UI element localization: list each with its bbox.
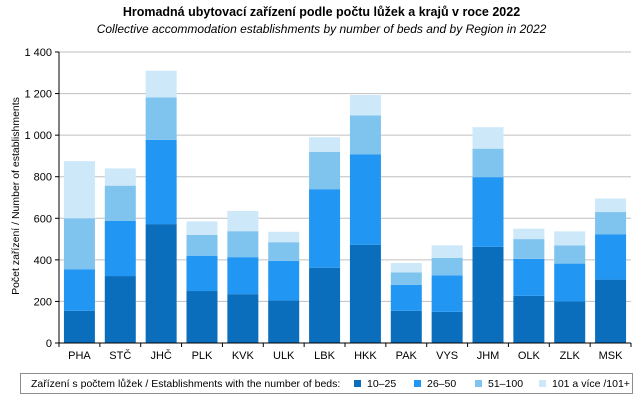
- legend-item-51-100: 51–100: [475, 378, 523, 390]
- bar-ulk-seg2: [268, 242, 300, 261]
- bar-vys-seg2: [431, 257, 463, 276]
- x-tick-label: JHM: [477, 350, 500, 362]
- legend-label: 101 a více /101+: [552, 378, 630, 390]
- bar-pak-seg2: [390, 272, 422, 285]
- bar-lbk-seg1: [309, 189, 341, 268]
- legend-label: 10–25: [367, 378, 397, 390]
- bar-msk-seg3: [595, 198, 627, 213]
- bar-jhm-seg1: [472, 177, 504, 247]
- bar-plk-seg2: [186, 234, 218, 256]
- bar-msk-seg1: [595, 234, 627, 280]
- bar-ulk-seg0: [268, 300, 300, 343]
- bar-olk-seg2: [513, 239, 545, 259]
- legend-swatch: [354, 380, 361, 387]
- x-tick-label: HKK: [354, 350, 377, 362]
- bar-pak-seg3: [390, 262, 422, 273]
- x-tick-label: LBK: [314, 350, 335, 362]
- bar-zlk-seg0: [554, 301, 586, 343]
- y-tick-label: 1 000: [24, 130, 52, 142]
- stacked-bar-chart: 0 200 400 600 800 1 000 1 200 1 400 PHA STČ JHČ PLK…: [10, 47, 632, 362]
- y-tick-label: 400: [34, 255, 52, 267]
- bar-kvk-seg1: [227, 257, 259, 295]
- x-tick-label: STČ: [109, 349, 131, 362]
- bar-lbk-seg0: [309, 267, 341, 343]
- legend-item-26-50: 26–50: [414, 378, 456, 390]
- legend-swatch: [475, 380, 482, 387]
- bar-olk-seg1: [513, 258, 545, 296]
- bar-stč-seg3: [104, 168, 136, 186]
- x-tick-label: MSK: [599, 350, 624, 362]
- bar-vys-seg0: [431, 311, 463, 343]
- bar-plk-seg1: [186, 255, 218, 292]
- bar-msk-seg2: [595, 212, 627, 235]
- bars: [63, 70, 627, 343]
- bar-plk-seg0: [186, 291, 218, 343]
- bar-hkk-seg0: [349, 244, 381, 343]
- legend-item-101-plus: 101 a více /101+: [539, 378, 630, 390]
- bar-hkk-seg1: [349, 154, 381, 245]
- bar-pak-seg1: [390, 284, 422, 311]
- bar-ulk-seg3: [268, 231, 300, 243]
- bar-jhč-seg0: [145, 224, 177, 343]
- chart-title: Hromadná ubytovací zařízení podle počtu …: [122, 5, 521, 19]
- y-tick-label: 1 400: [24, 47, 52, 59]
- x-tick-label: JHČ: [150, 349, 171, 362]
- bar-pha-seg0: [63, 310, 95, 343]
- bar-hkk-seg2: [349, 115, 381, 155]
- bar-vys-seg3: [431, 245, 463, 258]
- bar-kvk-seg3: [227, 211, 259, 232]
- x-tick-label: ULK: [273, 350, 295, 362]
- legend-title: Zařízení s počtem lůžek / Establishments…: [31, 378, 341, 390]
- bar-jhm-seg0: [472, 246, 504, 343]
- bar-vys-seg1: [431, 275, 463, 312]
- bar-jhč-seg3: [145, 70, 177, 98]
- x-tick-label: KVK: [232, 350, 255, 362]
- bar-lbk-seg3: [309, 137, 341, 152]
- bar-ulk-seg1: [268, 260, 300, 301]
- legend-label: 51–100: [488, 378, 524, 390]
- bar-jhm-seg3: [472, 127, 504, 149]
- bar-pha-seg2: [63, 218, 95, 270]
- y-tick-label: 800: [34, 172, 52, 184]
- bar-lbk-seg2: [309, 151, 341, 190]
- x-tick-label: PAK: [396, 350, 418, 362]
- y-tick-label: 1 200: [24, 89, 52, 101]
- bar-pak-seg0: [390, 310, 422, 343]
- bar-stč-seg2: [104, 185, 136, 221]
- bar-pha-seg1: [63, 269, 95, 311]
- bar-hkk-seg3: [349, 95, 381, 116]
- bar-plk-seg3: [186, 221, 218, 235]
- bar-jhč-seg1: [145, 139, 177, 225]
- bar-msk-seg0: [595, 279, 627, 343]
- bar-zlk-seg2: [554, 245, 586, 264]
- bar-zlk-seg1: [554, 263, 586, 302]
- bar-pha-seg3: [63, 161, 95, 219]
- x-tick-label: OLK: [518, 350, 541, 362]
- x-tick-label: VYS: [436, 350, 458, 362]
- bar-stč-seg0: [104, 276, 136, 343]
- x-tick-label: PLK: [192, 350, 213, 362]
- legend-swatch: [539, 380, 546, 387]
- legend: Zařízení s počtem lůžek / Establishments…: [20, 373, 633, 394]
- bar-kvk-seg0: [227, 294, 259, 343]
- y-tick-label: 600: [34, 213, 52, 225]
- bar-jhč-seg2: [145, 97, 177, 140]
- bar-stč-seg1: [104, 220, 136, 277]
- y-tick-label: 200: [34, 296, 52, 308]
- x-tick-label: ZLK: [560, 350, 581, 362]
- gridlines: [59, 51, 631, 302]
- bar-zlk-seg3: [554, 231, 586, 246]
- y-tick-label: 0: [46, 338, 52, 350]
- bar-olk-seg0: [513, 295, 545, 343]
- legend-item-10-25: 10–25: [354, 378, 396, 390]
- y-axis-label: Počet zařízení / Number of establishment…: [10, 97, 22, 295]
- bar-kvk-seg2: [227, 231, 259, 258]
- chart-subtitle: Collective accommodation establishments …: [96, 22, 547, 36]
- legend-label: 26–50: [427, 378, 457, 390]
- legend-swatch: [414, 380, 421, 387]
- bar-olk-seg3: [513, 228, 545, 240]
- bar-jhm-seg2: [472, 148, 504, 178]
- axes: 0 200 400 600 800 1 000 1 200 1 400 PHA STČ JHČ PLK…: [24, 47, 632, 362]
- x-tick-label: PHA: [68, 350, 91, 362]
